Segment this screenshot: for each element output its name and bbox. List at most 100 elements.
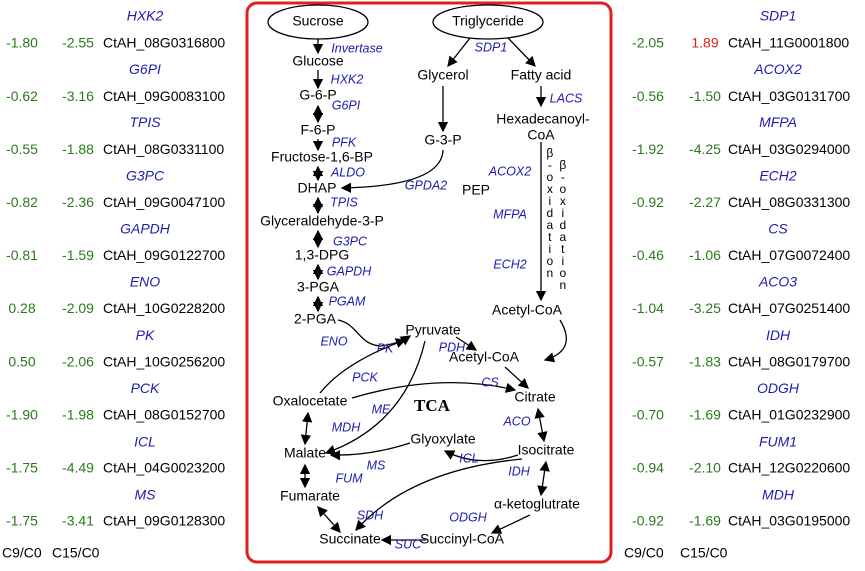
c9-value: -1.92 (632, 141, 664, 157)
enzyme-label: SDP1 (760, 8, 797, 24)
c9-value: -0.82 (6, 194, 38, 210)
enzyme-label: MS (135, 487, 157, 503)
beta-oxidation: β-oxidation (556, 158, 570, 290)
enzyme-label: HXK2 (127, 8, 164, 24)
metabolite: Succinyl-CoA (420, 531, 505, 547)
c15-value: -1.83 (689, 353, 721, 369)
enzyme-label: MFPA (759, 114, 797, 130)
metabolite: Oxalocetate (273, 393, 348, 409)
enzyme-label: ACOX2 (753, 61, 802, 77)
enzyme: ECH2 (493, 257, 526, 271)
footer-label: C15/C0 (52, 545, 100, 561)
gene-id: CtAH_11G0001800 (728, 35, 849, 51)
enzyme: ALDO (330, 165, 365, 179)
enzyme: ODGH (449, 510, 487, 524)
enzyme-label: CS (768, 221, 788, 237)
metabolite: Hexadecanoyl- (496, 111, 590, 127)
enzyme-label: G6PI (129, 61, 161, 77)
c9-value: -0.92 (632, 513, 664, 529)
gene-id: CtAH_08G0152700 (103, 406, 225, 422)
beta-oxidation: β-oxidation (543, 146, 557, 278)
gene-id: CtAH_09G0047100 (103, 194, 225, 210)
enzyme: PGAM (329, 294, 366, 308)
enzyme-label: PCK (131, 380, 160, 396)
enzyme: MDH (332, 420, 361, 434)
enzyme: FUM (335, 471, 363, 485)
enzyme-label: ODGH (757, 380, 800, 396)
c9-value: -0.70 (632, 406, 664, 422)
metabolite: Fatty acid (511, 67, 572, 83)
enzyme: ACO (502, 414, 530, 428)
c9-value: -1.80 (6, 35, 38, 51)
enzyme: SUC (395, 537, 422, 551)
gene-id: CtAH_08G0331100 (103, 141, 224, 157)
c15-value: -2.36 (62, 194, 94, 210)
metabolite: G-3-P (424, 132, 461, 148)
metabolite: 2-PGA (294, 311, 337, 327)
c9-value: -0.46 (632, 247, 664, 263)
c9-value: -1.75 (6, 460, 38, 476)
gene-id: CtAH_09G0128300 (103, 513, 225, 529)
c15-value: 1.89 (691, 35, 718, 51)
c15-value: -1.98 (62, 406, 94, 422)
enzyme: ACOX2 (488, 164, 531, 178)
metabolite: Fructose-1,6-BP (271, 149, 373, 165)
gene-id: CtAH_09G0083100 (103, 88, 225, 104)
enzyme: CS (481, 375, 499, 389)
enzyme: MS (367, 458, 386, 472)
c9-value: 0.28 (8, 300, 35, 316)
metabolite: DHAP (298, 180, 337, 196)
enzyme-label: ENO (130, 274, 160, 290)
metabolite: Citrate (514, 389, 555, 405)
footer-label: C15/C0 (680, 545, 728, 561)
enzyme-label: ICL (134, 433, 156, 449)
enzyme: MFPA (493, 207, 527, 221)
c15-value: -1.69 (689, 513, 721, 529)
enzyme: PK (377, 341, 394, 355)
metabolite: Glycerol (417, 67, 468, 83)
c15-value: -2.06 (62, 353, 94, 369)
enzyme-label: PK (136, 327, 155, 343)
gene-id: CtAH_03G0294000 (728, 141, 850, 157)
enzyme: HXK2 (331, 72, 364, 86)
metabolite: Fumarate (280, 488, 340, 504)
enzyme: ICL (459, 451, 479, 465)
tca-label: TCA (414, 396, 451, 415)
gene-id: CtAH_08G0331300 (728, 194, 850, 210)
c9-value: -0.62 (6, 88, 38, 104)
pathway-frame (245, 1, 613, 564)
enzyme: PCK (352, 370, 378, 384)
enzyme-label: MDH (762, 487, 795, 503)
metabolite: Isocitrate (518, 442, 575, 458)
enzyme: ME (372, 402, 391, 416)
c9-value: -1.75 (6, 513, 38, 529)
c15-value: -1.88 (62, 141, 94, 157)
c15-value: -4.49 (62, 460, 94, 476)
metabolite: Triglyceride (452, 13, 524, 29)
enzyme: SDP1 (475, 40, 508, 54)
metabolite: CoA (527, 127, 555, 143)
gene-id: CtAH_07G0072400 (728, 247, 850, 263)
enzyme: LACS (550, 91, 583, 105)
enzyme: Invertase (331, 41, 382, 55)
gene-id: CtAH_03G0195000 (728, 513, 850, 529)
c9-value: -1.04 (632, 300, 664, 316)
c9-value: -0.55 (6, 141, 38, 157)
triglyceride-ellipse (432, 4, 544, 40)
enzyme: PFK (332, 135, 357, 149)
enzyme-label: FUM1 (759, 433, 797, 449)
metabolite: Glyoxylate (410, 431, 476, 447)
enzyme: ENO (320, 334, 347, 348)
gene-id: CtAH_08G0316800 (103, 35, 225, 51)
gene-id: CtAH_09G0122700 (103, 247, 225, 263)
gene-id: CtAH_08G0179700 (728, 353, 850, 369)
c15-value: -4.25 (689, 141, 721, 157)
enzyme-label: G3PC (126, 167, 165, 183)
metabolite: Glyceraldehyde-3-P (260, 213, 384, 229)
c15-value: -2.09 (62, 300, 94, 316)
enzyme-label: ACO3 (758, 274, 797, 290)
gene-id: CtAH_10G0228200 (103, 300, 225, 316)
c9-value: -0.81 (6, 247, 38, 263)
enzyme: IDH (508, 464, 531, 478)
